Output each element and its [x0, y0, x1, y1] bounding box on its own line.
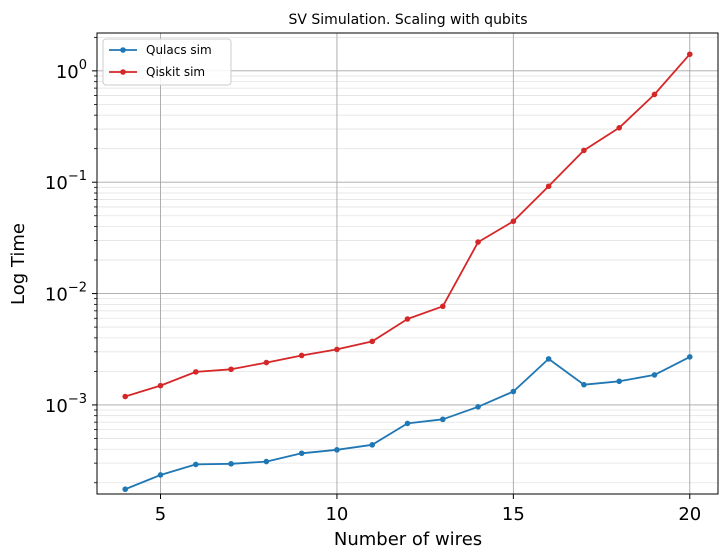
data-point	[298, 352, 305, 359]
data-point	[545, 356, 552, 362]
x-tick-label: 10	[325, 504, 348, 525]
legend: Qulacs sim Qiskit sim	[102, 38, 232, 86]
data-point	[475, 403, 481, 410]
data-point	[404, 316, 411, 322]
data-point	[510, 218, 517, 225]
data-point	[439, 303, 446, 310]
plot-frame	[96, 32, 719, 495]
x-tick-label: 5	[155, 504, 166, 525]
data-point	[510, 388, 517, 395]
y-tick-label: 100	[56, 58, 87, 83]
data-point	[334, 447, 340, 453]
series-line-1	[124, 53, 691, 398]
data-point	[369, 442, 376, 448]
data-point	[581, 381, 587, 388]
x-tick-label: 15	[502, 504, 525, 525]
legend-marker-qiskit	[120, 69, 126, 75]
data-point	[686, 51, 693, 58]
data-point	[616, 378, 623, 385]
legend-label-qiskit: Qiskit sim	[146, 65, 205, 79]
x-axis-label: Number of wires	[334, 529, 482, 550]
data-point	[157, 472, 164, 478]
data-point	[122, 486, 129, 493]
data-point	[475, 239, 481, 245]
legend-marker-qulacs	[120, 47, 126, 53]
data-point	[157, 382, 164, 389]
y-tick-label: 10−2	[45, 281, 87, 306]
y-tick-label: 10−1	[45, 169, 87, 194]
data-point	[228, 460, 234, 467]
data-point	[192, 369, 199, 375]
data-point	[334, 346, 340, 353]
data-point	[686, 354, 693, 360]
data-point	[439, 416, 446, 423]
data-point	[651, 91, 658, 98]
series-layer	[122, 51, 693, 493]
legend-label-qulacs: Qulacs sim	[146, 43, 212, 57]
data-point	[404, 420, 411, 427]
data-point	[581, 147, 587, 154]
data-point	[651, 372, 658, 378]
data-point	[616, 125, 623, 131]
chart-title: SV Simulation. Scaling with qubits	[288, 12, 527, 28]
data-point	[122, 393, 129, 400]
data-point	[369, 338, 376, 345]
axis-ticks: 5 10 15 20 10−3 10−2 10−1 100	[45, 36, 701, 525]
data-point	[545, 183, 552, 190]
y-tick-label: 10−3	[45, 392, 87, 417]
x-tick-label: 20	[678, 504, 701, 525]
y-axis-label: Log Time	[8, 223, 29, 305]
data-point	[263, 359, 270, 366]
data-point	[228, 366, 234, 373]
data-point	[263, 458, 270, 465]
data-point	[298, 450, 305, 457]
data-point	[192, 461, 199, 468]
